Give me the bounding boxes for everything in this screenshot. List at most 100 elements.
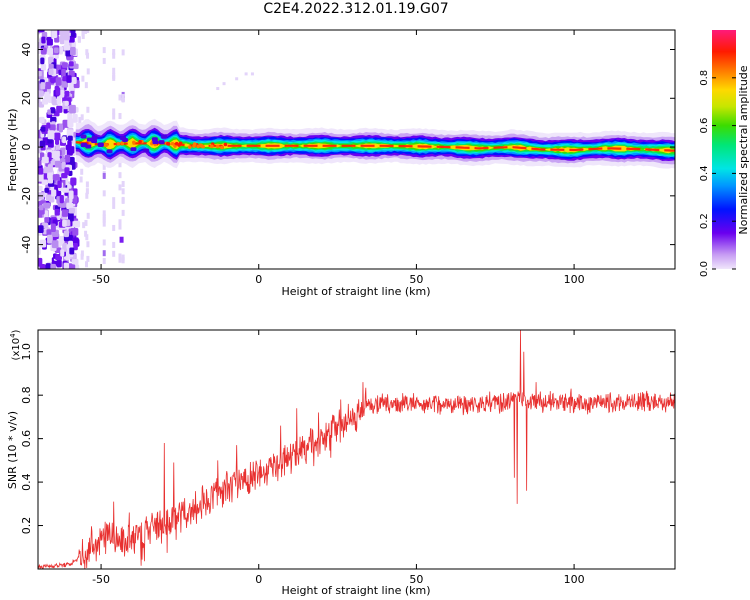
noise-cell (112, 250, 116, 257)
ridge-peak (192, 142, 197, 146)
noise-cell (61, 68, 66, 77)
colorbar-label: Normalized spectral amplitude (737, 65, 750, 234)
noise-cell (56, 64, 63, 70)
noise-cell (77, 36, 81, 43)
noise-cell (70, 76, 77, 85)
noise-cell (112, 202, 116, 209)
spectrogram-ytick-label: 20 (20, 91, 33, 105)
noise-cell (68, 61, 74, 67)
noise-cell (112, 67, 116, 74)
noise-cell (70, 46, 76, 56)
noise-cell (44, 91, 50, 101)
noise-cell (38, 90, 44, 97)
noise-cell (38, 247, 41, 255)
noise-cell (66, 129, 74, 138)
colorbar-tick-label: 0.2 (699, 213, 710, 229)
noise-cell (102, 47, 106, 54)
noise-cell (119, 236, 124, 243)
spectrogram-ytick-label: 40 (20, 43, 33, 57)
noise-cell (72, 237, 79, 243)
noise-cell (45, 194, 53, 201)
noise-cell (39, 205, 44, 211)
spectrogram-xtick-label: 100 (564, 273, 585, 286)
noise-cell (86, 241, 90, 248)
noise-cell (45, 81, 51, 90)
noise-cell (50, 77, 56, 84)
snr-scale-factor: (x104) (9, 329, 22, 360)
noise-cell (64, 39, 70, 46)
band-blob (106, 149, 113, 154)
noise-cell (78, 116, 82, 123)
snr-frame (37, 329, 676, 570)
noise-cell (84, 230, 88, 237)
noise-cell (47, 234, 53, 244)
spectrogram-xtick-label: 50 (409, 273, 423, 286)
noise-cell (61, 62, 68, 68)
noise-cell (121, 209, 125, 216)
spectral-band (75, 138, 675, 154)
noise-cell (50, 223, 56, 232)
noise-cell (71, 41, 77, 48)
noise-cell (64, 154, 71, 163)
noise-cell (85, 234, 89, 241)
ridge-peak (174, 141, 179, 146)
noise-cell (38, 185, 43, 192)
snr-ytick-label: 0.8 (20, 386, 33, 404)
noise-cell (38, 70, 42, 77)
noise-cell (50, 263, 56, 269)
noise-cell (41, 36, 46, 44)
noise-cell (54, 160, 61, 168)
noise-cell (55, 139, 60, 145)
noise-cell (70, 30, 76, 37)
noise-cell (67, 112, 72, 120)
band-blob (81, 142, 88, 147)
noise-cell (43, 210, 49, 219)
snr-xtick-label: 50 (409, 573, 423, 586)
spectrogram-xlabel: Height of straight line (km) (281, 285, 430, 298)
noise-cell (85, 192, 89, 199)
noise-cell (62, 219, 67, 227)
noise-cell (58, 123, 63, 133)
noise-cell (67, 135, 73, 141)
spectrogram-ytick-label: 0 (20, 144, 33, 151)
noise-cell (41, 156, 49, 164)
noise-cell (40, 82, 46, 90)
ridge-peak (210, 144, 214, 148)
band-blob (80, 134, 87, 139)
noise-cell (102, 210, 106, 217)
noise-cell (68, 190, 74, 200)
band-blob (151, 137, 158, 142)
band-blob (91, 139, 98, 144)
band-blob (120, 136, 127, 141)
noise-cell (45, 263, 51, 269)
colorbar-tick-label: 0.6 (699, 118, 710, 134)
noise-cell (40, 64, 47, 71)
noise-cell (50, 116, 57, 123)
noise-cell (54, 132, 61, 141)
noise-cell (84, 219, 88, 226)
noise-cell (70, 177, 77, 186)
noise-cell (121, 93, 125, 100)
noise-cell (121, 188, 125, 195)
noise-cell (102, 239, 106, 246)
noise-cell (64, 100, 69, 106)
noise-cell (64, 167, 70, 175)
ridge-peak (196, 144, 200, 149)
spectrogram-xtick-label: 0 (255, 273, 262, 286)
noise-cell (43, 202, 51, 209)
noise-cell (73, 220, 81, 228)
snr-background (38, 330, 675, 569)
noise-cell (118, 184, 122, 191)
snr-panel: -50 0 50 100 0.2 0.4 0.6 0.8 1.0 Height of strai… (6, 329, 676, 597)
noise-cell (112, 224, 116, 231)
noise-cell (71, 264, 76, 269)
band-blob (143, 148, 150, 153)
noise-cell (38, 173, 44, 182)
noise-cell (40, 57, 45, 65)
noise-cell (102, 190, 106, 197)
noise-cell (72, 113, 78, 123)
ridge-peak (220, 145, 224, 150)
spectrogram-xtick-label: -50 (92, 273, 110, 286)
noise-cell (79, 176, 83, 183)
snr-series-line (38, 330, 675, 569)
